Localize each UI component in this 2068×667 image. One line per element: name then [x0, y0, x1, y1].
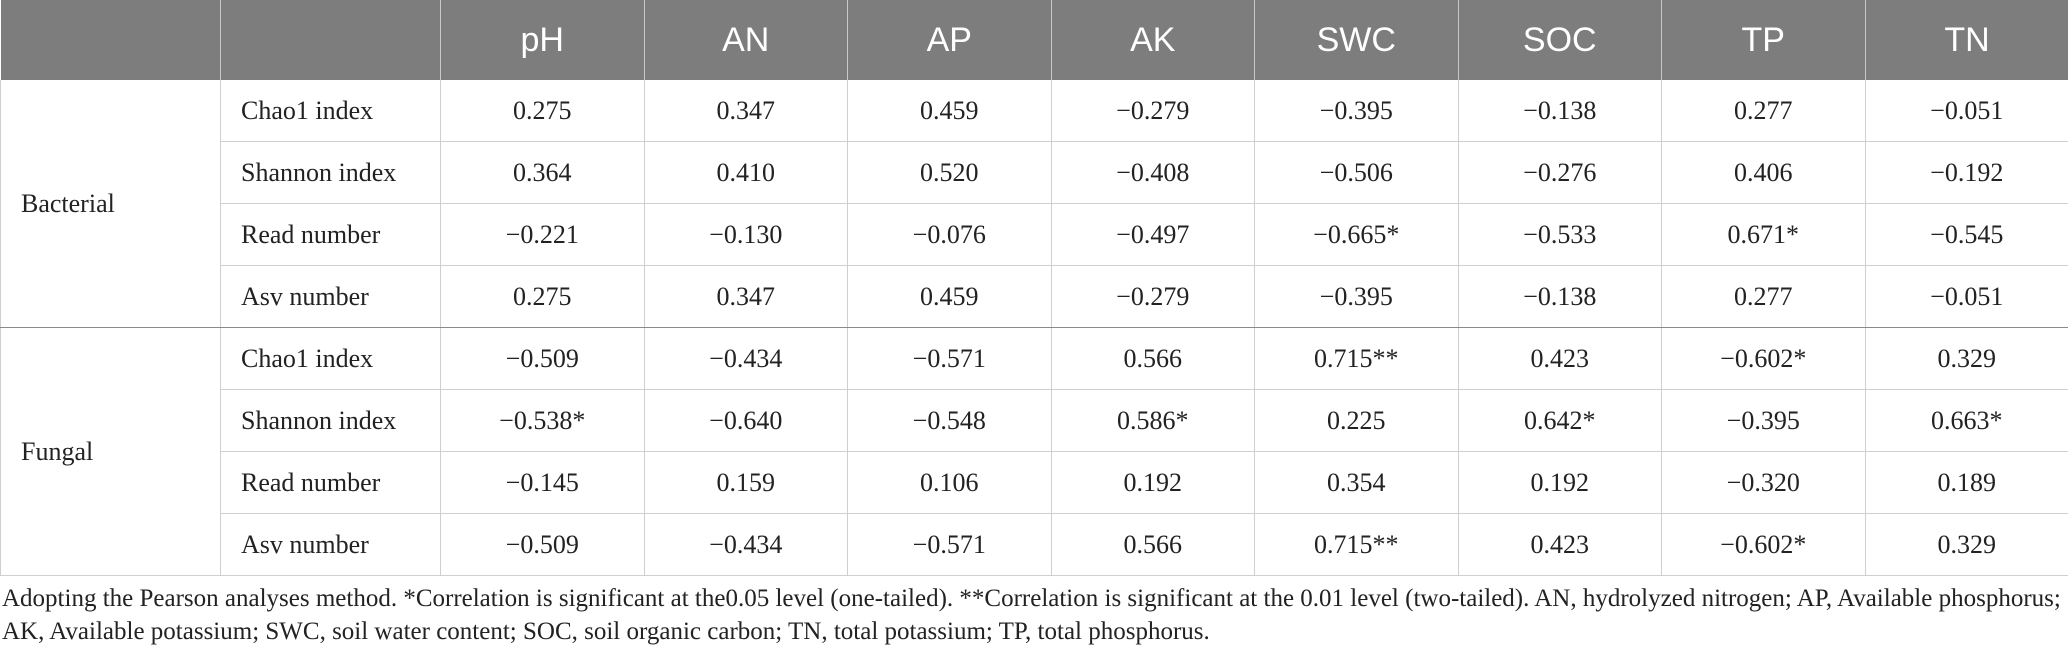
- table-cell: −0.434: [643, 513, 848, 576]
- table-cell: 0.329: [1864, 513, 2068, 576]
- table-cell: 0.406: [1661, 141, 1865, 204]
- table-cell: −0.665*: [1254, 203, 1458, 266]
- table-cell: −0.533: [1457, 203, 1662, 266]
- table-footnote: Adopting the Pearson analyses method. *C…: [2, 585, 2061, 645]
- table-cell: 0.189: [1864, 451, 2068, 514]
- table-cell: 0.715**: [1254, 327, 1458, 390]
- row-metric-label: Asv number: [220, 513, 441, 576]
- table-cell: 0.277: [1661, 80, 1865, 142]
- table-cell: 0.277: [1661, 265, 1865, 328]
- column-header-soc: SOC: [1457, 0, 1662, 80]
- table-cell: 0.354: [1254, 451, 1458, 514]
- table-cell: 0.364: [440, 141, 644, 204]
- table-cell: −0.506: [1254, 141, 1458, 204]
- table-cell: 0.275: [440, 80, 644, 142]
- table-cell: 0.520: [847, 141, 1051, 204]
- table-cell: 0.586*: [1050, 389, 1255, 452]
- table-cell: 0.347: [643, 265, 848, 328]
- table-cell: −0.395: [1661, 389, 1865, 452]
- table-cell: 0.566: [1050, 327, 1255, 390]
- table-cell: −0.497: [1050, 203, 1255, 266]
- table-cell: 0.192: [1050, 451, 1255, 514]
- table-cell: −0.548: [847, 389, 1051, 452]
- table-cell: 0.459: [847, 265, 1051, 328]
- table-cell: −0.571: [847, 327, 1051, 390]
- table-cell: −0.051: [1864, 265, 2068, 328]
- table-cell: 0.347: [643, 80, 848, 142]
- table-cell: −0.138: [1457, 265, 1662, 328]
- table-cell: −0.221: [440, 203, 644, 266]
- table-row: Shannon index 0.364 0.410 0.520 −0.408 −…: [1, 141, 2068, 204]
- table-cell: 0.663*: [1864, 389, 2068, 452]
- row-metric-label: Chao1 index: [220, 80, 441, 142]
- column-header-swc: SWC: [1254, 0, 1458, 80]
- table-cell: −0.571: [847, 513, 1051, 576]
- table-cell: 0.106: [847, 451, 1051, 514]
- table-cell: −0.395: [1254, 265, 1458, 328]
- table-cell: 0.642*: [1457, 389, 1662, 452]
- group-label-fungal: Fungal: [0, 327, 221, 576]
- table-cell: −0.276: [1457, 141, 1662, 204]
- table-cell: 0.715**: [1254, 513, 1458, 576]
- header-blank-cell: [220, 0, 441, 80]
- table-row: Bacterial Chao1 index 0.275 0.347 0.459 …: [0, 80, 2068, 328]
- column-header-an: AN: [643, 0, 848, 80]
- row-metric-label: Shannon index: [220, 389, 441, 452]
- table-cell: −0.076: [847, 203, 1051, 266]
- table-row: Asv number 0.275 0.347 0.459 −0.279 −0.3…: [1, 265, 2068, 328]
- column-header-tp: TP: [1661, 0, 1865, 80]
- table-cell: −0.395: [1254, 80, 1458, 142]
- table-cell: 0.225: [1254, 389, 1458, 452]
- table-header-row: pH AN AP AK SWC SOC TP TN: [0, 0, 2068, 80]
- table-cell: −0.138: [1457, 80, 1662, 142]
- table-cell: 0.275: [440, 265, 644, 328]
- table-row: Asv number −0.509 −0.434 −0.571 0.566 0.…: [1, 513, 2068, 576]
- table-cell: −0.130: [643, 203, 848, 266]
- table-cell: 0.423: [1457, 513, 1662, 576]
- table-row: Shannon index −0.538* −0.640 −0.548 0.58…: [1, 389, 2068, 452]
- column-header-ph: pH: [440, 0, 644, 80]
- table-cell: −0.320: [1661, 451, 1865, 514]
- row-metric-label: Shannon index: [220, 141, 441, 204]
- table-cell: −0.279: [1050, 80, 1255, 142]
- row-metric-label: Read number: [220, 203, 441, 266]
- table-cell: 0.459: [847, 80, 1051, 142]
- table-cell: −0.640: [643, 389, 848, 452]
- column-header-ap: AP: [847, 0, 1051, 80]
- table-row: Read number −0.221 −0.130 −0.076 −0.497 …: [1, 203, 2068, 266]
- table-cell: −0.408: [1050, 141, 1255, 204]
- table-cell: −0.509: [440, 513, 644, 576]
- table-cell: −0.538*: [440, 389, 644, 452]
- header-blank-cell: [0, 0, 221, 80]
- row-metric-label: Chao1 index: [220, 327, 441, 390]
- table-cell: 0.423: [1457, 327, 1662, 390]
- table-cell: −0.145: [440, 451, 644, 514]
- table-cell: −0.434: [643, 327, 848, 390]
- table-cell: −0.192: [1864, 141, 2068, 204]
- table-cell: 0.192: [1457, 451, 1662, 514]
- correlation-table: pH AN AP AK SWC SOC TP TN Bacterial Chao…: [0, 0, 2068, 576]
- table-cell: −0.602*: [1661, 327, 1865, 390]
- table-cell: 0.671*: [1661, 203, 1865, 266]
- table-row: Fungal Chao1 index −0.509 −0.434 −0.571 …: [0, 327, 2068, 576]
- column-header-ak: AK: [1050, 0, 1255, 80]
- row-metric-label: Asv number: [220, 265, 441, 328]
- row-metric-label: Read number: [220, 451, 441, 514]
- table-row: Read number −0.145 0.159 0.106 0.192 0.3…: [1, 451, 2068, 514]
- column-header-tn: TN: [1864, 0, 2068, 80]
- table-cell: 0.329: [1864, 327, 2068, 390]
- table-cell: −0.545: [1864, 203, 2068, 266]
- table-cell: 0.566: [1050, 513, 1255, 576]
- group-label-bacterial: Bacterial: [0, 80, 221, 328]
- table-cell: 0.410: [643, 141, 848, 204]
- table-cell: 0.159: [643, 451, 848, 514]
- table-cell: −0.279: [1050, 265, 1255, 328]
- table-cell: −0.509: [440, 327, 644, 390]
- table-cell: −0.051: [1864, 80, 2068, 142]
- table-cell: −0.602*: [1661, 513, 1865, 576]
